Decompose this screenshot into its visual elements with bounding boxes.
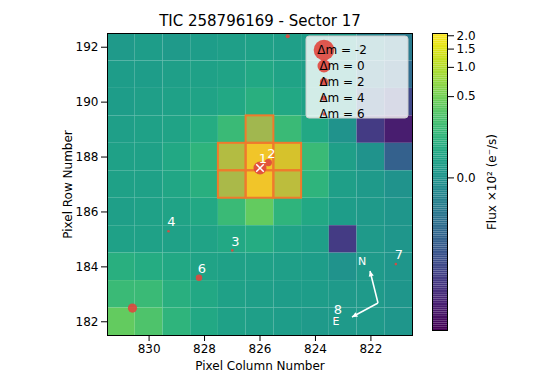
svg-text:Δm = 6: Δm = 6 (319, 107, 364, 121)
svg-text:Δm = 4: Δm = 4 (319, 91, 364, 105)
svg-text:Flux ×10² (e⁻/s): Flux ×10² (e⁻/s) (485, 134, 499, 230)
svg-text:822: 822 (359, 342, 382, 356)
svg-text:TIC 258796169 - Sector 17: TIC 258796169 - Sector 17 (158, 12, 361, 30)
svg-text:190: 190 (76, 95, 99, 109)
svg-text:1.5: 1.5 (457, 42, 476, 56)
svg-text:826: 826 (249, 342, 272, 356)
svg-text:Pixel Row Number: Pixel Row Number (61, 130, 75, 239)
svg-text:2.0: 2.0 (457, 29, 476, 43)
svg-text:1.0: 1.0 (457, 60, 476, 74)
svg-text:7: 7 (395, 247, 403, 262)
svg-text:1: 1 (259, 151, 267, 166)
svg-text:192: 192 (76, 40, 99, 54)
svg-text:188: 188 (76, 150, 99, 164)
svg-text:824: 824 (304, 342, 327, 356)
svg-text:0.0: 0.0 (457, 171, 476, 185)
svg-text:0.5: 0.5 (457, 89, 476, 103)
svg-text:Pixel Column Number: Pixel Column Number (195, 359, 325, 373)
svg-text:186: 186 (76, 205, 99, 219)
svg-text:Δm = 2: Δm = 2 (319, 75, 364, 89)
svg-text:4: 4 (167, 214, 175, 229)
svg-text:Δm = 0: Δm = 0 (319, 59, 364, 73)
svg-text:2: 2 (267, 146, 275, 161)
svg-text:6: 6 (198, 261, 206, 276)
svg-text:828: 828 (193, 342, 216, 356)
svg-text:E: E (333, 315, 340, 328)
svg-text:8: 8 (333, 302, 342, 318)
svg-text:182: 182 (76, 315, 99, 329)
svg-text:830: 830 (138, 342, 161, 356)
svg-text:184: 184 (76, 260, 99, 274)
svg-text:Δm = -2: Δm = -2 (317, 43, 367, 57)
svg-text:3: 3 (231, 234, 239, 249)
svg-text:N: N (358, 255, 366, 268)
